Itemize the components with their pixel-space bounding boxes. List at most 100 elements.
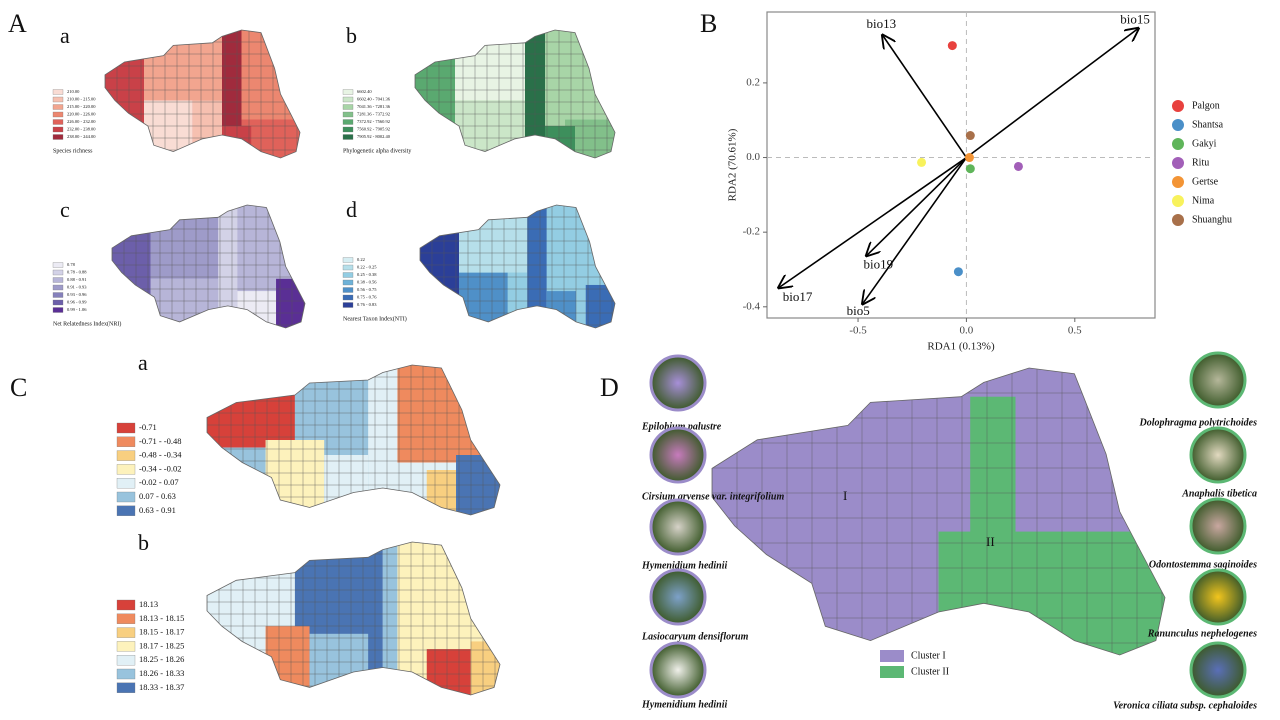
legend-label: 0.76 - 0.83 bbox=[357, 302, 377, 307]
legend-label: -0.34 - -0.02 bbox=[139, 463, 182, 473]
legend-swatch bbox=[52, 269, 64, 276]
site-point bbox=[947, 41, 957, 51]
legend-label: 0.88 - 0.91 bbox=[67, 277, 87, 282]
legend-swatch bbox=[116, 655, 136, 666]
species-name: Hymenidium hedinii bbox=[641, 560, 728, 571]
legend-label: 0.78 bbox=[67, 262, 76, 267]
legend-swatch bbox=[116, 464, 136, 475]
legend-swatch bbox=[116, 478, 136, 489]
legend-swatch bbox=[342, 264, 354, 271]
legend-marker bbox=[1172, 157, 1184, 169]
map-label: d bbox=[346, 197, 357, 222]
legend-swatch bbox=[342, 134, 354, 140]
legend-label: 7281.36 - 7372.92 bbox=[357, 112, 390, 117]
legend-swatch bbox=[52, 126, 64, 133]
legend-marker bbox=[1172, 119, 1184, 131]
legend-marker bbox=[1172, 195, 1184, 207]
legend-label: 6602.40 - 7041.36 bbox=[357, 97, 391, 102]
legend-swatch bbox=[52, 262, 64, 268]
legend-label: 7041.36 - 7281.36 bbox=[357, 104, 391, 109]
species-photo bbox=[649, 354, 707, 412]
legend-label: 18.25 - 18.26 bbox=[139, 654, 184, 664]
site-point bbox=[964, 153, 974, 163]
legend-swatch bbox=[52, 284, 64, 291]
species-name: Ranunculus nephelogenes bbox=[1147, 628, 1257, 639]
legend-swatch bbox=[52, 299, 64, 306]
y-tick-label: -0.2 bbox=[743, 226, 760, 238]
arrow-label: bio13 bbox=[867, 16, 897, 31]
species-name: Anaphalis tibetica bbox=[1181, 488, 1257, 499]
legend-label: 0.78 - 0.88 bbox=[67, 270, 87, 275]
legend-swatch bbox=[52, 134, 64, 140]
legend-swatch bbox=[342, 119, 354, 125]
legend-label: 0.38 - 0.56 bbox=[357, 280, 377, 285]
species-photo bbox=[649, 641, 707, 699]
map-outline bbox=[711, 367, 1166, 656]
cluster-label: I bbox=[843, 488, 847, 503]
map-label: a bbox=[138, 350, 148, 375]
panel-label: B bbox=[700, 9, 717, 38]
legend-label: 238.00 - 244.00 bbox=[67, 134, 96, 139]
map-outline bbox=[206, 541, 501, 696]
map-zone bbox=[382, 542, 398, 695]
legend-swatch bbox=[116, 436, 136, 447]
species-photo bbox=[1189, 497, 1247, 555]
map-label: b bbox=[138, 530, 149, 555]
biplot-arrow bbox=[779, 156, 967, 288]
legend-label: 0.93 - 0.96 bbox=[67, 292, 87, 297]
legend-label: 220.00 - 226.00 bbox=[67, 112, 96, 117]
legend-label: 18.17 - 18.25 bbox=[139, 640, 184, 650]
site-point bbox=[965, 164, 975, 174]
legend-swatch bbox=[342, 111, 354, 118]
legend-swatch bbox=[52, 96, 64, 103]
map-outline bbox=[104, 29, 301, 159]
panel-label: D bbox=[600, 373, 619, 402]
map-outline bbox=[414, 29, 616, 159]
legend-label: Nima bbox=[1192, 195, 1215, 206]
legend-swatch bbox=[52, 104, 64, 110]
species-name: Odontostemma saginoides bbox=[1149, 559, 1257, 570]
legend-label: 232.00 - 238.00 bbox=[67, 127, 96, 132]
map-caption: Nearest Taxon Index(NTI) bbox=[343, 315, 407, 322]
legend-label: -0.02 - 0.07 bbox=[139, 477, 179, 487]
legend-marker bbox=[1172, 138, 1184, 150]
site-point bbox=[1013, 161, 1023, 171]
legend-label: Shantsa bbox=[1192, 119, 1224, 130]
legend-label: Cluster I bbox=[911, 650, 946, 661]
legend-label: Palgon bbox=[1192, 100, 1220, 111]
legend-swatch bbox=[116, 505, 136, 516]
legend-label: 0.99 - 1.06 bbox=[67, 307, 87, 312]
biplot-arrow bbox=[965, 28, 1138, 159]
species-name: Veronica ciliata subsp. cephaloides bbox=[1113, 700, 1257, 711]
legend-label: 215.00 - 220.00 bbox=[67, 104, 96, 109]
species-name: Dolophragma polytrichoides bbox=[1138, 417, 1257, 428]
legend-swatch bbox=[52, 292, 64, 298]
biplot-arrow bbox=[883, 35, 968, 158]
legend-swatch bbox=[52, 89, 64, 95]
species-photo bbox=[1189, 351, 1247, 409]
legend-label: 0.22 - 0.25 bbox=[357, 265, 377, 270]
legend-swatch bbox=[52, 119, 64, 125]
legend-label: 7905.92 - 8002.40 bbox=[357, 134, 391, 139]
arrow-label: bio15 bbox=[1120, 11, 1150, 26]
map-caption: Net Relatedness Index(NRI) bbox=[53, 320, 121, 327]
legend-label: 18.15 - 18.17 bbox=[139, 627, 184, 637]
legend-marker bbox=[1172, 214, 1184, 226]
legend-swatch bbox=[880, 650, 904, 662]
legend-label: 0.91 - 0.93 bbox=[67, 285, 87, 290]
legend-label: 0.96 - 0.99 bbox=[67, 300, 87, 305]
legend-label: Gakyi bbox=[1192, 138, 1217, 149]
map-zone bbox=[527, 205, 547, 328]
x-tick-label: 0.0 bbox=[960, 325, 974, 337]
legend-swatch bbox=[116, 682, 136, 693]
legend-label: Gertse bbox=[1192, 176, 1219, 187]
legend-label: 0.22 bbox=[357, 257, 365, 262]
legend-swatch bbox=[342, 272, 354, 278]
legend-label: Shuanghu bbox=[1192, 214, 1232, 225]
map-zone bbox=[218, 205, 238, 328]
legend-swatch bbox=[342, 294, 354, 301]
legend-swatch bbox=[880, 666, 904, 678]
legend-marker bbox=[1172, 176, 1184, 188]
species-photo bbox=[1189, 568, 1247, 626]
